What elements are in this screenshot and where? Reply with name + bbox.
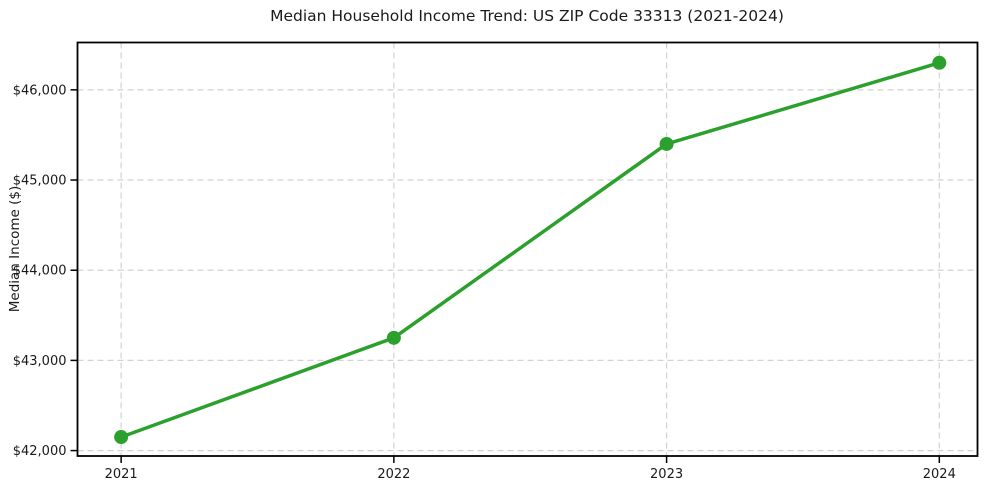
x-tick-label: 2021	[105, 467, 138, 482]
y-tick-label: $43,000	[13, 354, 67, 369]
x-tick-label: 2023	[650, 467, 683, 482]
income-line	[119, 61, 942, 439]
chart-title: Median Household Income Trend: US ZIP Co…	[270, 7, 784, 25]
x-tick-label: 2022	[377, 467, 410, 482]
axes: $42,000 $43,000 $44,000 $45,000 $46,000 2021 2…	[13, 41, 979, 482]
y-tick-label: $42,000	[13, 444, 67, 459]
plot-border	[76, 41, 979, 457]
y-tick-label: $46,000	[13, 83, 67, 98]
data-series	[114, 55, 947, 445]
data-point-2022	[386, 330, 401, 345]
data-point-2021	[114, 430, 129, 445]
data-point-2024	[932, 55, 947, 70]
y-tick-label: $44,000	[13, 264, 67, 279]
data-point-2023	[659, 136, 674, 151]
y-tick-label: $45,000	[13, 174, 67, 189]
x-tick-label: 2024	[923, 467, 956, 482]
gridlines	[77, 42, 978, 456]
y-axis-label: Median Income ($)	[7, 186, 23, 312]
